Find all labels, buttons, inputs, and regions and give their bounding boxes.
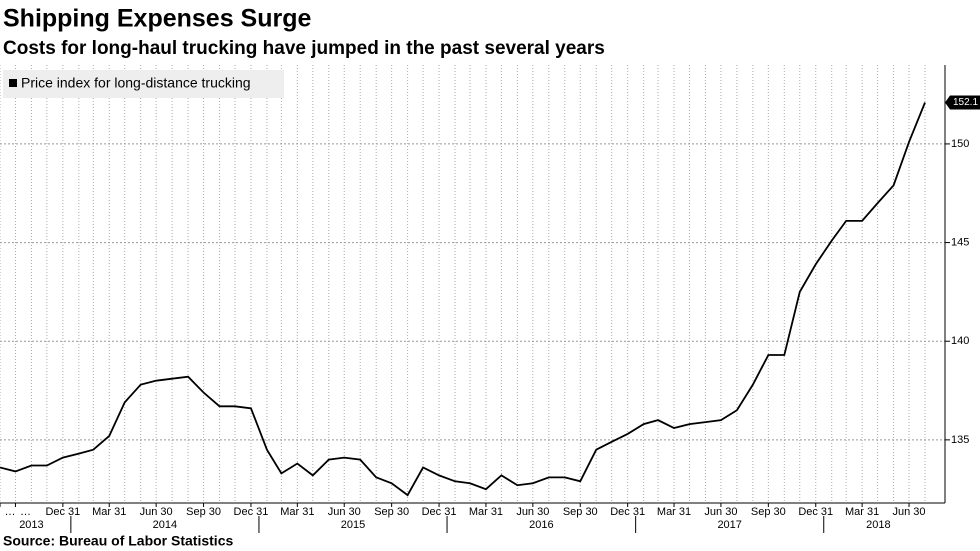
x-tick-label: … (5, 506, 16, 518)
y-tick-label: 140 (951, 335, 969, 347)
x-tick-label: Mar 31 (845, 506, 879, 518)
x-tick-label: Jun 30 (893, 506, 926, 518)
x-tick-label: Sep 30 (751, 506, 786, 518)
x-tick-label: Dec 31 (798, 506, 833, 518)
x-tick-label: … (20, 506, 31, 518)
y-tick-label: 145 (951, 236, 969, 248)
legend-box (3, 70, 284, 98)
x-group-label: 2018 (866, 519, 890, 531)
legend-swatch (9, 79, 17, 87)
last-value-label: 152.1 (953, 97, 978, 108)
x-group-label: 2016 (529, 519, 553, 531)
chart-subtitle: Costs for long-haul trucking have jumped… (3, 38, 605, 59)
series-line (0, 102, 926, 497)
y-tick-label: 150 (951, 138, 969, 150)
x-tick-label: Dec 31 (422, 506, 457, 518)
source: Source: Bureau of Labor Statistics (3, 533, 233, 549)
x-tick-label: Dec 31 (234, 506, 269, 518)
x-tick-label: Jun 30 (516, 506, 549, 518)
y-tick-label: 135 (951, 434, 969, 446)
x-tick-label: Sep 30 (374, 506, 409, 518)
x-tick-label: Mar 31 (92, 506, 126, 518)
chart-title: Shipping Expenses Surge (3, 5, 311, 33)
x-group-label: 2015 (341, 519, 365, 531)
x-tick-label: Jun 30 (704, 506, 737, 518)
x-tick-label: Sep 30 (186, 506, 221, 518)
x-tick-label: Dec 31 (610, 506, 645, 518)
x-tick-label: Jun 30 (328, 506, 361, 518)
x-tick-label: Mar 31 (657, 506, 691, 518)
x-group-label: 2013 (19, 519, 43, 531)
x-group-label: 2017 (717, 519, 741, 531)
x-tick-label: Jun 30 (140, 506, 173, 518)
legend-label: Price index for long-distance trucking (21, 75, 251, 91)
x-tick-label: Dec 31 (45, 506, 80, 518)
x-tick-label: Mar 31 (280, 506, 314, 518)
last-value-tag (945, 95, 980, 110)
x-tick-label: Sep 30 (563, 506, 598, 518)
x-group-label: 2014 (153, 519, 177, 531)
x-tick-label: Mar 31 (469, 506, 503, 518)
